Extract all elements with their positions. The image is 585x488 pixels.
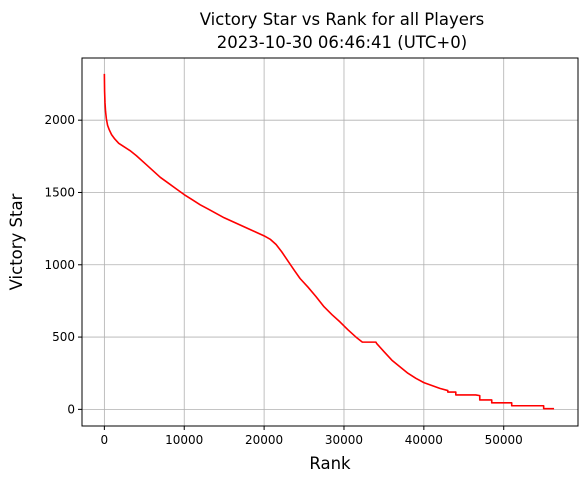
x-tick-label: 30000 [325, 433, 363, 447]
y-tick-label: 1500 [44, 185, 75, 199]
chart-title: Victory Star vs Rank for all Players [200, 10, 485, 29]
chart-subtitle: 2023-10-30 06:46:41 (UTC+0) [217, 33, 467, 52]
x-tick-label: 40000 [405, 433, 443, 447]
x-axis-label: Rank [309, 454, 351, 473]
y-axis-label: Victory Star [7, 193, 26, 290]
y-tick-label: 500 [52, 330, 75, 344]
y-tick-label: 1000 [44, 258, 75, 272]
y-axis-ticks: 0 500 1000 1500 2000 [44, 113, 82, 416]
grid-lines [82, 58, 578, 426]
x-tick-label: 20000 [245, 433, 283, 447]
y-tick-label: 2000 [44, 113, 75, 127]
x-tick-label: 10000 [165, 433, 203, 447]
plot-line-layer [103, 73, 555, 410]
y-tick-label: 0 [67, 402, 75, 416]
x-axis-ticks: 0 10000 20000 30000 40000 50000 [101, 426, 523, 447]
series-line [103, 73, 555, 410]
x-tick-label: 50000 [485, 433, 523, 447]
x-tick-label: 0 [101, 433, 109, 447]
plot-frame [81, 57, 579, 427]
